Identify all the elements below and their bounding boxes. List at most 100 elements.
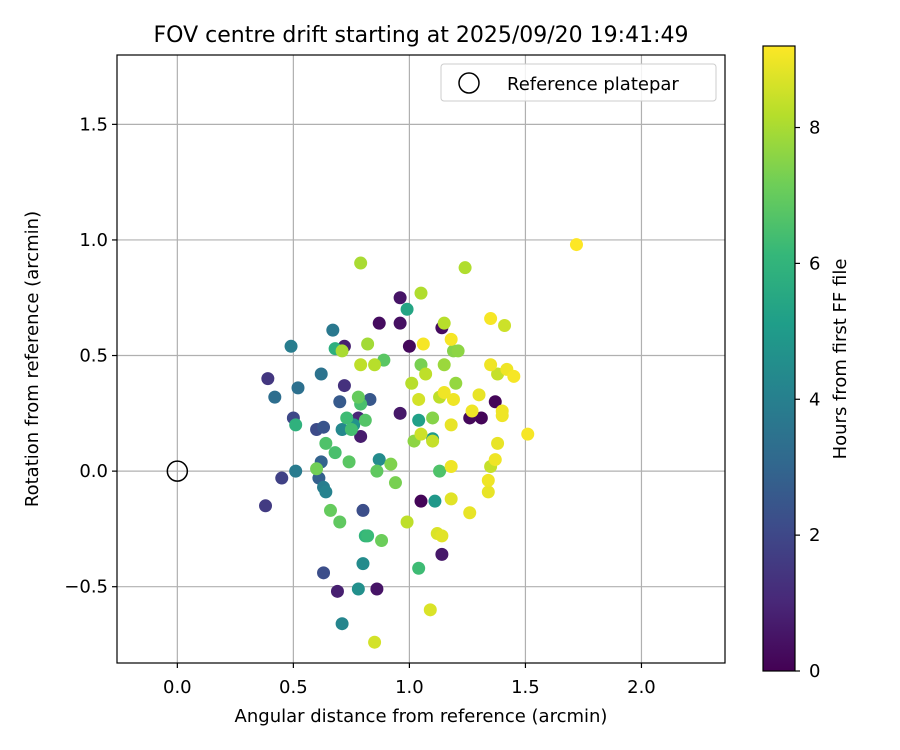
data-point [268,390,282,404]
data-point [319,436,333,450]
data-point [361,529,375,543]
data-point [372,453,386,467]
data-point [330,584,344,598]
data-point [507,369,521,383]
data-point [465,404,479,418]
data-point [400,515,414,529]
data-point [375,533,389,547]
legend: Reference platepar [440,63,717,102]
data-point [326,323,340,337]
data-point [426,411,440,425]
data-point [342,455,356,469]
data-point [368,635,382,649]
grid [117,55,725,663]
data-point [474,411,488,425]
y-tick-label: −0.5 [64,577,108,598]
x-tick-label: 0.5 [279,677,308,698]
data-point [419,367,433,381]
data-point [275,471,289,485]
data-point [344,423,358,437]
data-point [481,473,495,487]
data-point [458,261,472,275]
legend-box [440,63,717,102]
data-point [261,372,275,386]
data-point [569,238,583,252]
colorbar: 0 2 4 6 8 Hours from first FF file [762,45,851,682]
data-point [437,386,451,400]
data-point [444,459,458,473]
y-axis-ticks: −0.5 0.0 0.5 1.0 1.5 [64,114,117,598]
reference-layer [166,460,189,482]
y-tick-label: 0.5 [79,346,108,367]
data-point [449,376,463,390]
plot-frame [116,54,726,664]
data-point [437,316,451,330]
data-point [384,457,398,471]
data-point [444,332,458,346]
colorbar-tick-label: 8 [809,118,820,139]
data-point [351,390,365,404]
data-point [428,494,442,508]
colorbar-ticks: 0 2 4 6 8 [795,118,820,682]
data-point [333,395,347,409]
data-point [319,485,333,499]
x-tick-label: 1.0 [395,677,424,698]
y-tick-label: 1.0 [79,230,108,251]
data-point [354,358,368,372]
data-point [284,339,298,353]
data-point [400,302,414,316]
data-point [361,337,375,351]
data-point [435,529,449,543]
data-point [521,427,535,441]
data-point [340,411,354,425]
data-point [354,256,368,270]
data-point [314,367,328,381]
data-point [351,582,365,596]
data-point [426,434,440,448]
data-point [444,492,458,506]
colorbar-label: Hours from first FF file [830,259,851,460]
data-point [370,582,384,596]
data-point [368,358,382,372]
data-point [498,318,512,332]
colorbar-gradient [762,45,796,672]
data-point [402,339,416,353]
data-point [393,316,407,330]
data-point [416,337,430,351]
data-point [335,344,349,358]
data-point [337,379,351,393]
data-point [484,358,498,372]
y-tick-label: 0.0 [79,461,108,482]
data-point [393,406,407,420]
y-tick-label: 1.5 [79,114,108,135]
data-point [405,376,419,390]
colorbar-tick-label: 6 [809,253,820,274]
data-point [414,494,428,508]
data-point [488,453,502,467]
data-point [412,561,426,575]
data-point [358,413,372,427]
data-point [335,617,349,631]
data-point [370,464,384,478]
data-point [354,429,368,443]
legend-label: Reference platepar [507,74,679,95]
points-layer [259,238,583,649]
reference-platepar-marker [166,460,189,482]
data-point [388,476,402,490]
data-point [451,344,465,358]
data-point [495,409,509,423]
data-point [291,381,305,395]
x-axis-label: Angular distance from reference (arcmin) [235,706,608,727]
data-point [259,499,273,513]
data-point [335,423,349,437]
x-axis-ticks: 0.0 0.5 1.0 1.5 2.0 [163,663,656,698]
colorbar-tick-label: 4 [809,389,820,410]
data-point [310,462,324,476]
data-point [289,464,303,478]
data-point [356,503,370,517]
data-point [446,392,460,406]
data-point [433,464,447,478]
data-point [414,427,428,441]
legend-reference-marker [458,72,480,94]
